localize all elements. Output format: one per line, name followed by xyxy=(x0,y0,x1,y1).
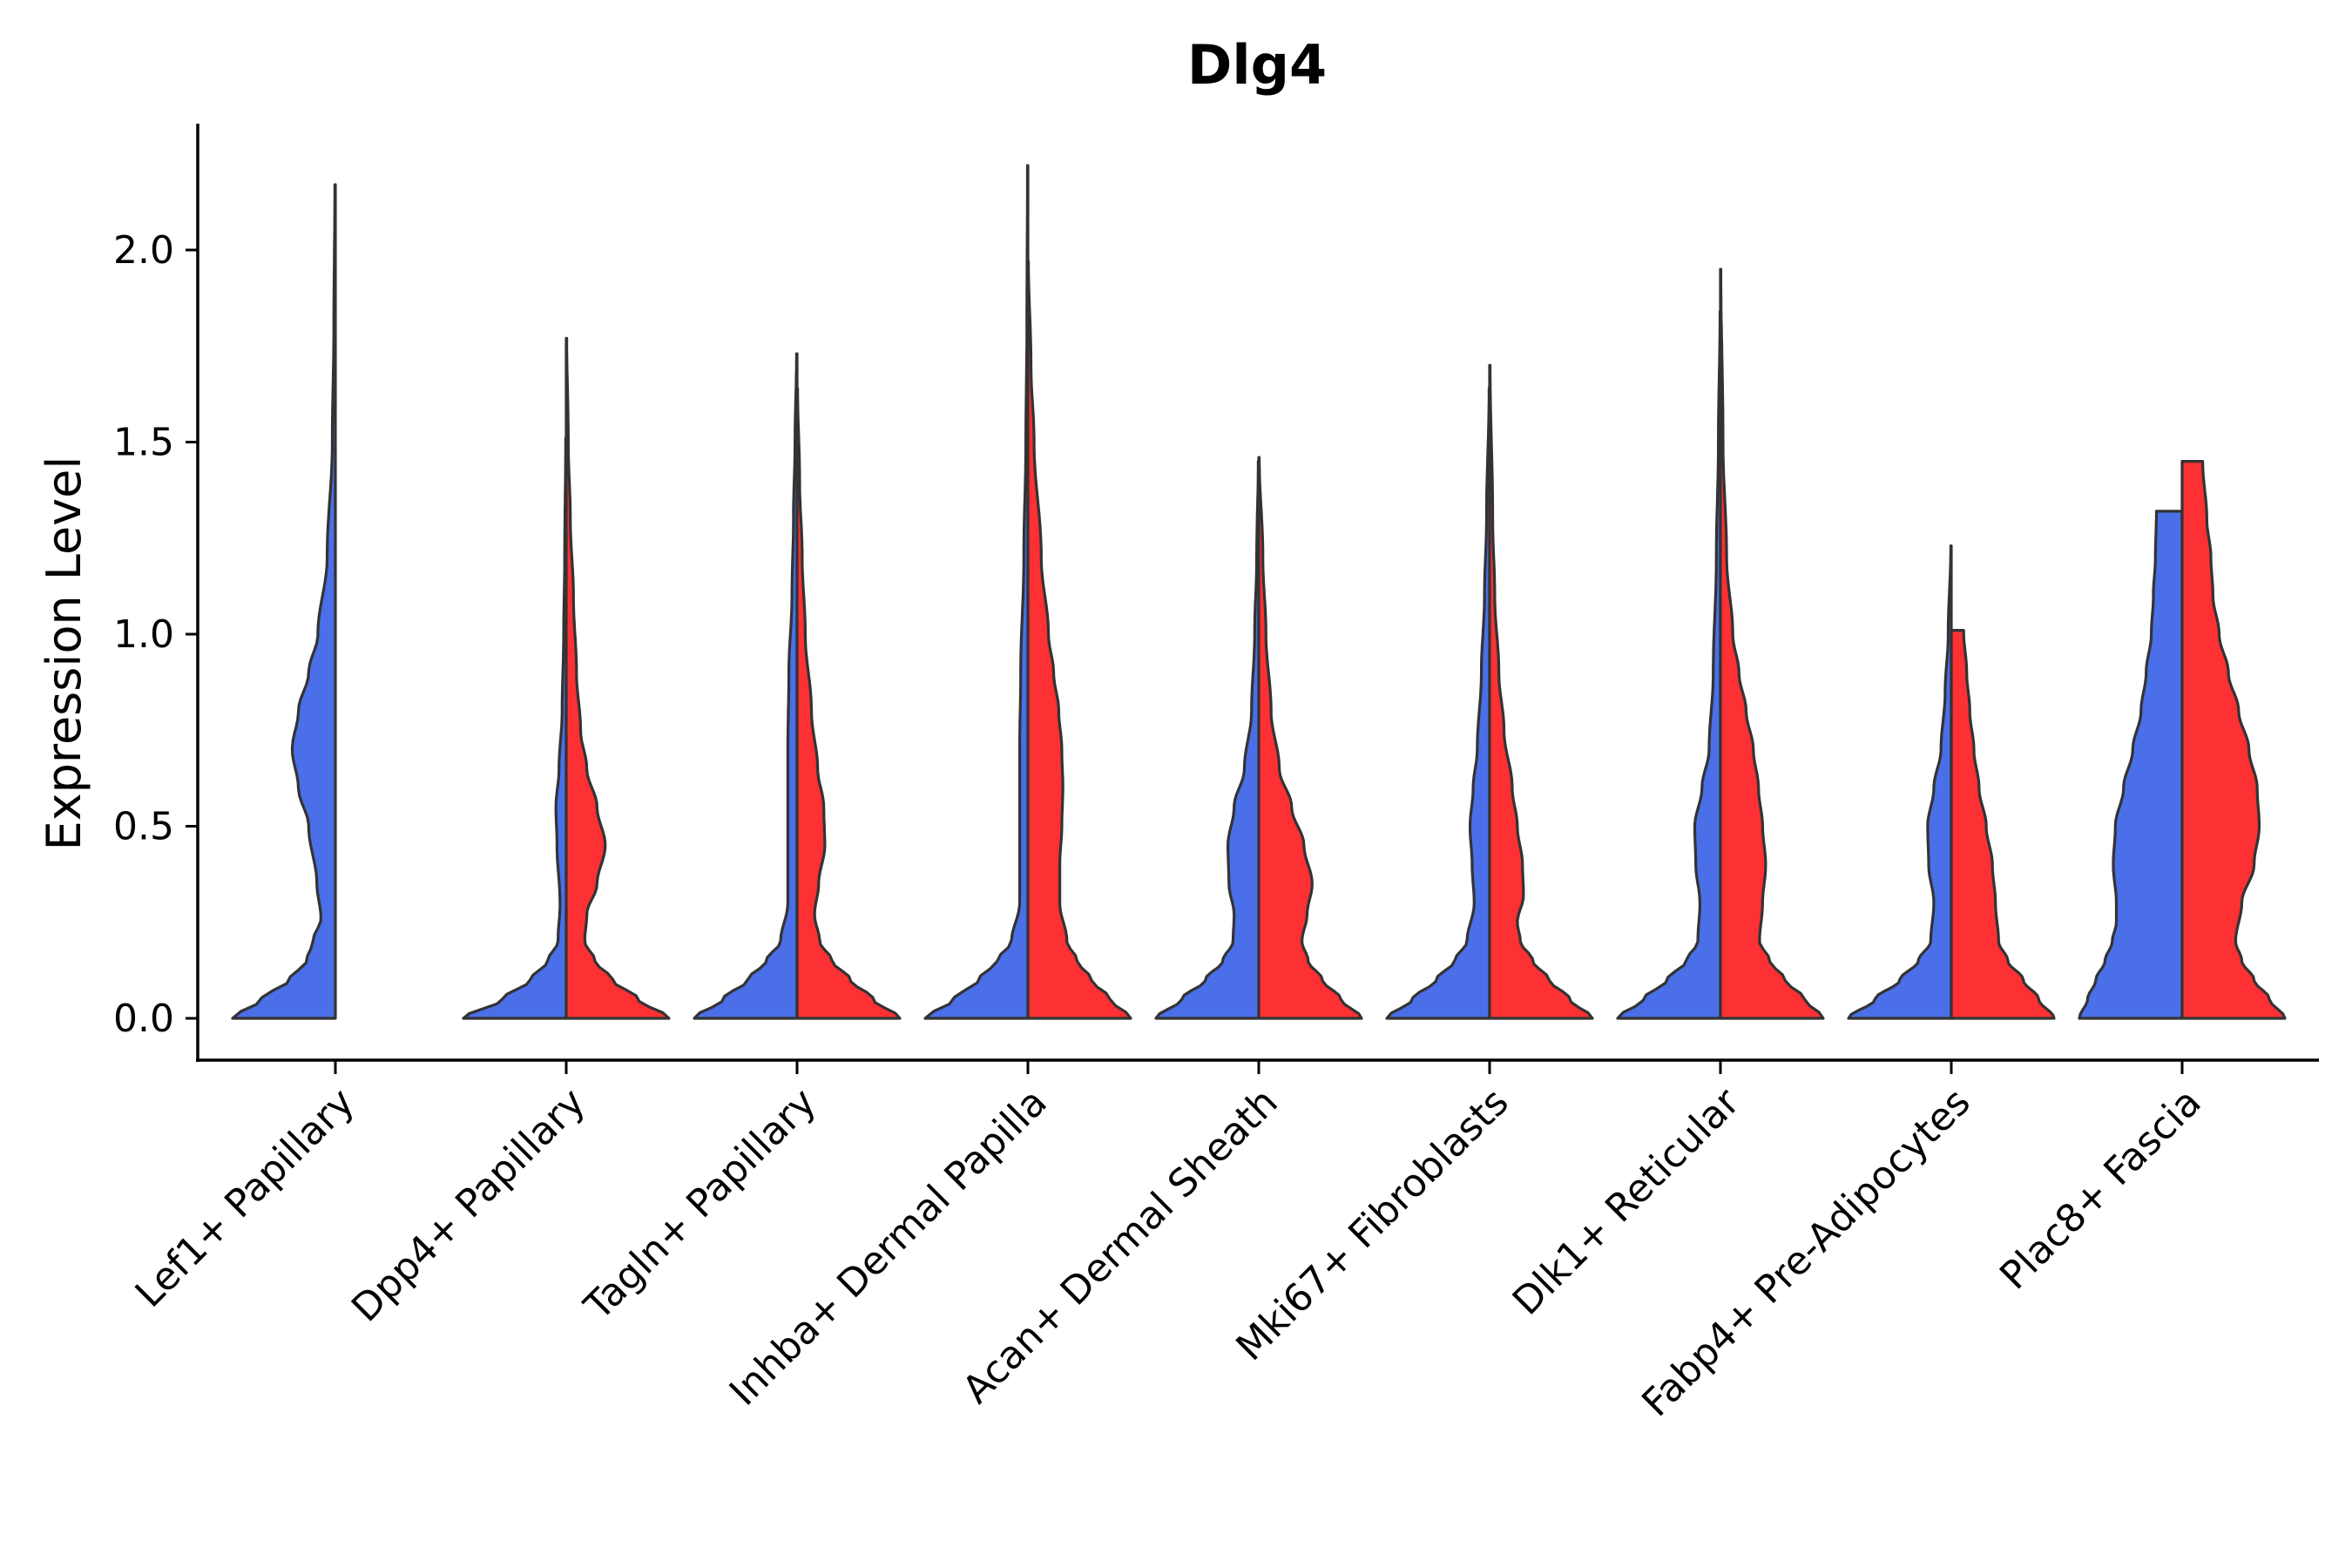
violin-left-2 xyxy=(462,436,568,1020)
violin-left-7 xyxy=(1616,310,1722,1020)
violin-right-2 xyxy=(564,336,671,1020)
y-tick-label: 0.0 xyxy=(113,997,174,1041)
y-axis-label: Expression Level xyxy=(37,456,91,851)
violin-left-8 xyxy=(1847,544,1953,1020)
violin-right-9 xyxy=(2180,460,2287,1020)
violin-right-5 xyxy=(1257,456,1363,1020)
violin-left-3 xyxy=(693,352,799,1020)
violin-right-8 xyxy=(1950,629,2056,1020)
y-ticks-group: 0.0 0.5 1.0 1.5 2.0 xyxy=(113,228,198,1041)
x-tick-label: Lef1+ Papillary xyxy=(127,1080,363,1316)
y-tick-label: 0.5 xyxy=(113,805,174,849)
x-tick-label: Dlk1+ Reticular xyxy=(1504,1079,1749,1324)
violin-left-1 xyxy=(231,183,337,1020)
violins-group xyxy=(231,164,2287,1020)
x-tick-label: Plac8+ Fascia xyxy=(1991,1080,2210,1299)
chart-title: Dlg4 xyxy=(1187,33,1327,97)
y-tick-label: 1.5 xyxy=(113,421,174,465)
y-tick-label: 2.0 xyxy=(113,228,174,273)
violin-left-4 xyxy=(923,164,1030,1020)
violin-left-5 xyxy=(1154,460,1260,1020)
y-tick-label: 1.0 xyxy=(113,612,174,657)
violin-right-7 xyxy=(1719,267,1825,1020)
violin-right-3 xyxy=(795,387,902,1020)
violin-right-4 xyxy=(1026,260,1132,1020)
x-tick-label: Tagln+ Papillary xyxy=(576,1080,825,1329)
x-tick-label: Dpp4+ Papillary xyxy=(343,1080,594,1331)
violin-left-6 xyxy=(1385,387,1491,1020)
violin-left-9 xyxy=(2078,510,2184,1020)
violin-right-6 xyxy=(1488,363,1594,1020)
